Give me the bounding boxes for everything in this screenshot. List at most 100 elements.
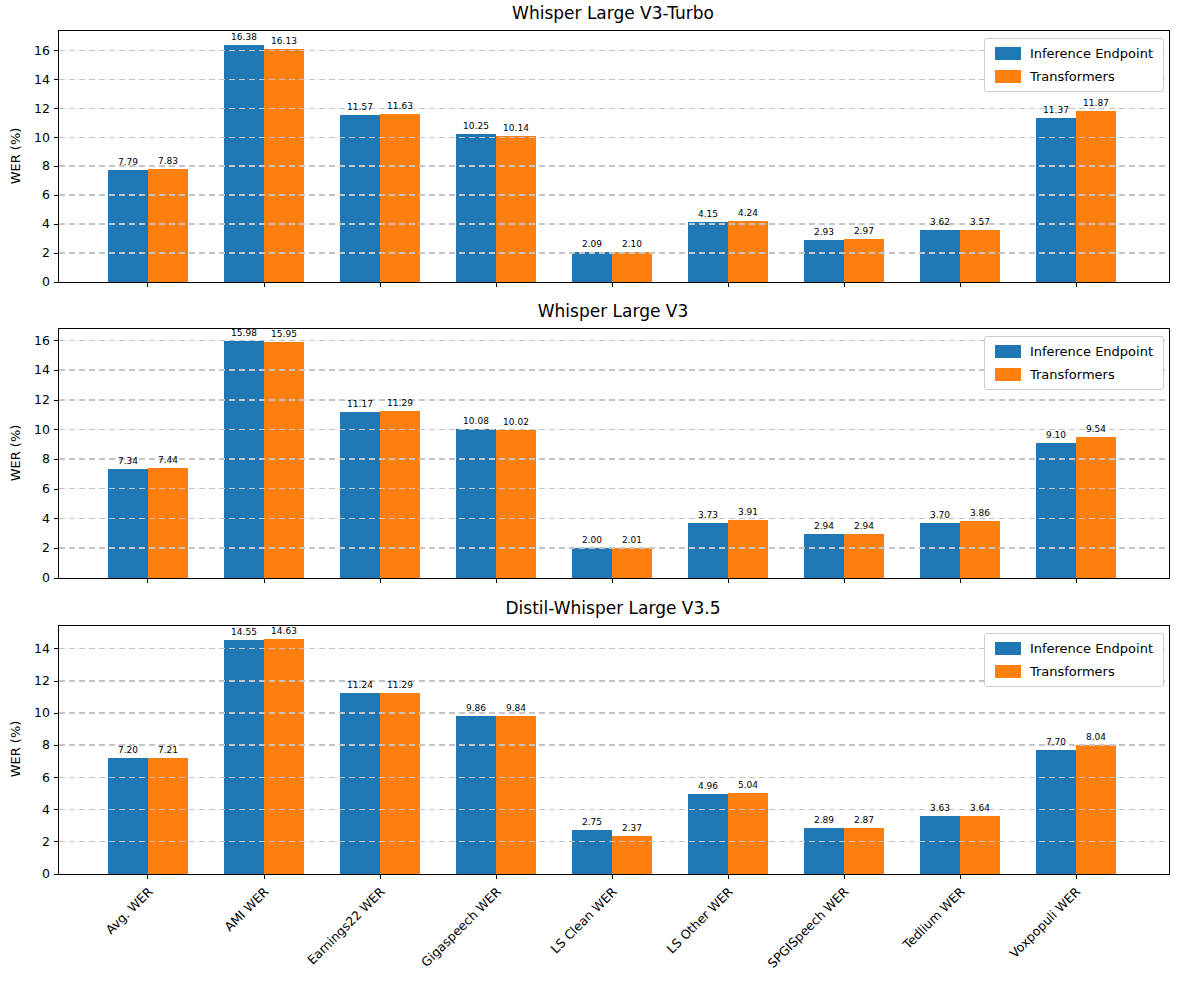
bar-value-label: 2.37 [622, 823, 642, 833]
bar-value-label: 11.63 [387, 101, 413, 111]
bar-inference-endpoint [340, 115, 380, 282]
x-tick-label: SPGISpeech WER [765, 884, 852, 971]
bar-value-label: 11.57 [347, 102, 373, 112]
bar-value-label: 9.54 [1086, 424, 1106, 434]
y-tick-mark [54, 745, 58, 746]
bar-inference-endpoint [804, 534, 844, 578]
y-tick-mark [54, 340, 58, 341]
bar-transformers [612, 548, 652, 578]
bar-inference-endpoint [456, 134, 496, 282]
y-tick-label: 4 [10, 511, 50, 527]
x-tick-mark [147, 283, 148, 287]
bar-transformers [844, 534, 884, 578]
bar-value-label: 2.09 [582, 239, 602, 249]
bar-inference-endpoint [224, 640, 264, 874]
bar-value-label: 10.08 [463, 416, 489, 426]
bar-value-label: 2.89 [814, 815, 834, 825]
bar-value-label: 2.10 [622, 239, 642, 249]
x-tick-mark [147, 579, 148, 583]
bar-value-label: 7.20 [118, 745, 138, 755]
bar-value-label: 16.13 [271, 36, 297, 46]
x-tick-mark [380, 875, 381, 879]
y-tick-label: 2 [10, 245, 50, 261]
x-tick-mark [264, 579, 265, 583]
x-tick-mark [844, 283, 845, 287]
x-tick-mark [960, 579, 961, 583]
bar-value-label: 14.63 [271, 626, 297, 636]
x-tick-mark [264, 283, 265, 287]
legend-swatch-inference-endpoint [995, 345, 1021, 358]
bar-inference-endpoint [456, 429, 496, 578]
legend-label: Transformers [1030, 367, 1115, 382]
y-tick-label: 14 [10, 72, 50, 88]
bar-value-label: 7.70 [1046, 737, 1066, 747]
bar-inference-endpoint [108, 758, 148, 874]
y-tick-mark [54, 548, 58, 549]
bar-inference-endpoint [804, 828, 844, 874]
legend-label: Transformers [1030, 664, 1115, 679]
bar-transformers [844, 828, 884, 874]
bar-value-label: 4.15 [698, 209, 718, 219]
y-tick-label: 4 [10, 802, 50, 818]
chart-title: Distil-Whisper Large V3.5 [58, 598, 1168, 618]
bar-inference-endpoint [920, 816, 960, 874]
legend-item: Transformers [995, 664, 1153, 679]
bar-transformers [264, 342, 304, 578]
y-tick-label: 16 [10, 333, 50, 349]
bar-value-label: 11.87 [1083, 98, 1109, 108]
x-tick-label: Gigaspeech WER [418, 884, 504, 970]
bar-value-label: 10.25 [463, 121, 489, 131]
y-tick-mark [54, 50, 58, 51]
bar-value-label: 3.64 [970, 803, 990, 813]
plot-area: 02468101214167.797.8316.3816.1311.5711.6… [58, 30, 1170, 283]
bar-transformers [844, 239, 884, 282]
y-tick-mark [54, 841, 58, 842]
bar-value-label: 11.17 [347, 399, 373, 409]
y-tick-mark [54, 459, 58, 460]
bar-value-label: 2.00 [582, 535, 602, 545]
y-tick-label: 6 [10, 770, 50, 786]
bar-value-label: 8.04 [1086, 732, 1106, 742]
y-tick-label: 16 [10, 43, 50, 59]
x-tick-label: LS Clean WER [547, 884, 619, 956]
x-tick-label: Tedlium WER [900, 884, 968, 952]
bar-value-label: 2.94 [854, 521, 874, 531]
x-tick-mark [380, 283, 381, 287]
bar-inference-endpoint [456, 716, 496, 874]
legend: Inference EndpointTransformers [984, 633, 1164, 687]
bar-inference-endpoint [572, 548, 612, 578]
bar-transformers [264, 49, 304, 282]
bar-value-label: 2.94 [814, 521, 834, 531]
y-tick-mark [54, 108, 58, 109]
y-tick-label: 6 [10, 481, 50, 497]
bar-value-label: 7.21 [158, 745, 178, 755]
bar-value-label: 9.86 [466, 703, 486, 713]
x-tick-mark [1076, 283, 1077, 287]
y-tick-label: 10 [10, 130, 50, 146]
bar-value-label: 15.95 [271, 329, 297, 339]
legend: Inference EndpointTransformers [984, 336, 1164, 390]
y-tick-label: 2 [10, 834, 50, 850]
bar-value-label: 3.57 [970, 217, 990, 227]
bar-inference-endpoint [1036, 118, 1076, 282]
y-tick-mark [54, 253, 58, 254]
bar-value-label: 3.91 [738, 507, 758, 517]
bar-value-label: 9.84 [506, 703, 526, 713]
y-tick-label: 10 [10, 705, 50, 721]
bar-value-label: 4.96 [698, 781, 718, 791]
chart-title: Whisper Large V3 [58, 301, 1168, 321]
bar-value-label: 16.38 [231, 32, 257, 42]
legend-label: Inference Endpoint [1030, 46, 1153, 61]
bar-value-label: 14.55 [231, 627, 257, 637]
bar-inference-endpoint [920, 230, 960, 282]
x-tick-label: Voxpopuli WER [1007, 884, 1084, 961]
bar-inference-endpoint [1036, 750, 1076, 874]
legend-swatch-transformers [995, 368, 1021, 381]
bar-value-label: 7.34 [118, 456, 138, 466]
bar-inference-endpoint [804, 240, 844, 282]
y-tick-mark [54, 166, 58, 167]
bar-transformers [728, 221, 768, 282]
bar-value-label: 3.70 [930, 510, 950, 520]
bar-value-label: 3.73 [698, 510, 718, 520]
x-tick-mark [960, 875, 961, 879]
